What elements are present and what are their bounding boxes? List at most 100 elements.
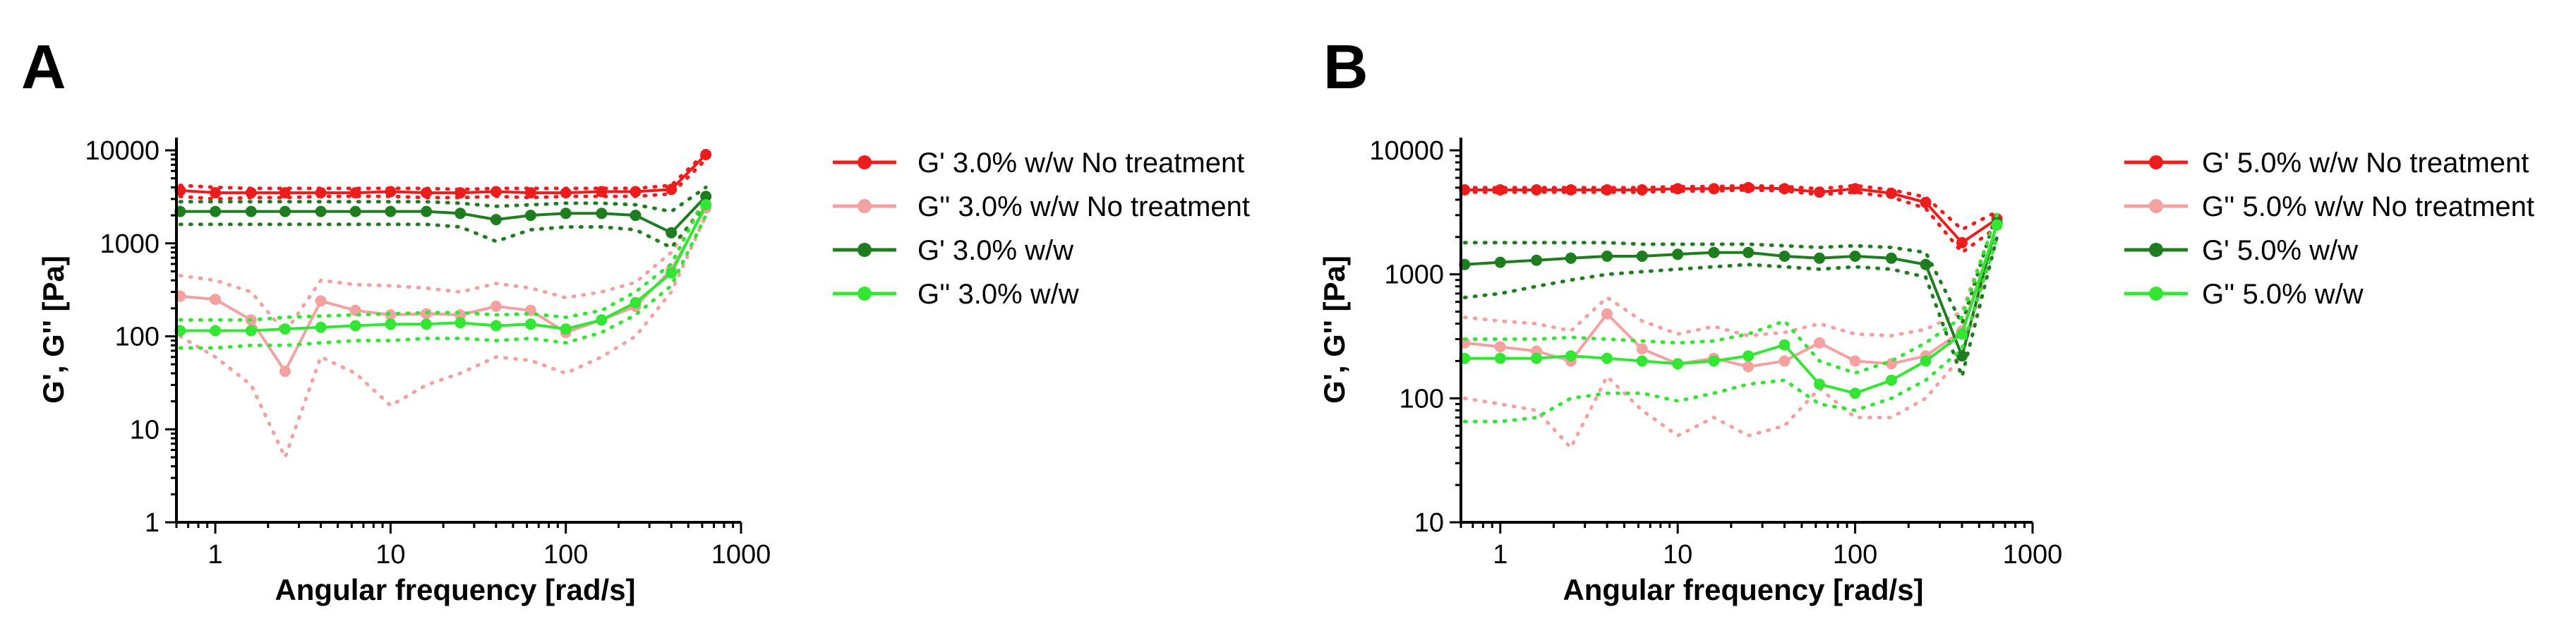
data-point xyxy=(1636,184,1648,196)
legend-item: G'' 3.0% w/w xyxy=(833,279,1079,310)
data-point xyxy=(1849,387,1861,399)
panel-letter-a: A xyxy=(21,32,66,102)
data-point xyxy=(349,187,361,199)
series-g-prime-3-0-w-w-no-treatment-upper-bound xyxy=(178,150,708,191)
series-g-double-prime-5-0-w-w-line xyxy=(1464,224,1999,395)
data-point xyxy=(596,186,608,198)
panel-a-x-ticks: 1 10 100 1000 xyxy=(175,522,771,570)
x-tick-label: 1 xyxy=(208,540,223,570)
series-g-double-prime-5-0-w-w xyxy=(1459,211,2003,423)
data-point xyxy=(385,309,397,321)
data-point xyxy=(1531,254,1543,266)
data-point xyxy=(279,366,291,378)
series-g-prime-3-0-w-w-no-treatment-line xyxy=(180,153,707,195)
x-tick-label: 1000 xyxy=(2003,540,2063,570)
data-point xyxy=(1814,378,1826,390)
legend-label-g-prime-3: G' 3.0% w/w xyxy=(917,235,1073,266)
data-point xyxy=(1565,350,1577,362)
data-point xyxy=(315,295,327,307)
data-point xyxy=(1601,352,1613,364)
data-point xyxy=(1708,246,1720,258)
series-g-double-prime-3-0-w-w-line xyxy=(180,204,707,332)
data-point xyxy=(524,210,536,222)
data-point xyxy=(1885,187,1897,199)
data-point xyxy=(1956,236,1968,248)
series-g-double-prime-3-0-w-w-no-treatment-lower-bound xyxy=(178,213,708,462)
panel-b-plot-area xyxy=(1459,181,2003,451)
series-g-double-prime-5-0-w-w-no-treatment xyxy=(1459,213,2003,451)
legend-item: G'' 5.0% w/w xyxy=(2124,279,2364,310)
series-g-double-prime-5-0-w-w-no-treatment-upper-bound xyxy=(1462,213,1999,338)
data-point xyxy=(1814,337,1826,349)
data-point xyxy=(490,186,502,198)
x-tick-label: 100 xyxy=(1833,540,1877,570)
legend-label-g-double-prime-3-no-treatment: G'' 3.0% w/w No treatment xyxy=(917,191,1250,222)
data-point xyxy=(666,227,678,239)
series-g-double-prime-5-0-w-w-lower-bound xyxy=(1462,235,1999,423)
data-point xyxy=(630,210,642,222)
data-point xyxy=(1743,181,1755,193)
series-g-double-prime-3-0-w-w xyxy=(174,194,712,350)
legend-marker-g-double-prime-5-no-treatment xyxy=(2149,199,2163,213)
data-point xyxy=(700,199,712,211)
legend-item: G'' 3.0% w/w No treatment xyxy=(833,191,1250,222)
data-point xyxy=(279,187,291,199)
data-point xyxy=(1601,308,1613,320)
legend-label-g-double-prime-5: G'' 5.0% w/w xyxy=(2202,279,2364,310)
data-point xyxy=(279,323,291,335)
panel-a-x-axis-title: Angular frequency [rad/s] xyxy=(275,573,635,606)
legend-marker-g-prime-5-no-treatment xyxy=(2149,155,2163,169)
data-point xyxy=(596,314,608,326)
data-point xyxy=(666,184,678,196)
data-point xyxy=(560,323,572,335)
x-tick-label: 10 xyxy=(1663,540,1692,570)
data-point xyxy=(666,267,678,279)
series-g-prime-5-0-w-w-no-treatment-upper-bound xyxy=(1462,184,1999,232)
legend-label-g-prime-5: G' 5.0% w/w xyxy=(2202,235,2358,266)
data-point xyxy=(385,205,397,217)
x-tick-label: 1 xyxy=(1493,540,1507,570)
legend-label-g-double-prime-5-no-treatment: G'' 5.0% w/w No treatment xyxy=(2202,191,2534,222)
data-point xyxy=(279,205,291,217)
data-point xyxy=(700,149,712,160)
data-point xyxy=(1814,252,1826,264)
data-point xyxy=(1814,186,1826,198)
y-tick-label: 10000 xyxy=(85,136,160,166)
data-point xyxy=(1601,184,1613,196)
y-tick-label: 100 xyxy=(115,323,160,352)
panel-b-x-axis-title: Angular frequency [rad/s] xyxy=(1563,573,1923,606)
data-point xyxy=(524,187,536,199)
data-point xyxy=(455,317,467,329)
legend-item: G'' 5.0% w/w No treatment xyxy=(2124,191,2534,222)
panel-a-legend: G' 3.0% w/w No treatment G'' 3.0% w/w No… xyxy=(833,148,1250,310)
data-point xyxy=(1920,258,1932,270)
data-point xyxy=(455,187,467,199)
y-tick-label: 10 xyxy=(1414,508,1444,538)
x-tick-label: 1000 xyxy=(711,540,771,570)
legend-marker-g-prime-3 xyxy=(857,243,872,257)
legend-marker-g-prime-5 xyxy=(2149,243,2163,257)
legend-label-g-double-prime-3: G'' 3.0% w/w xyxy=(917,279,1079,310)
legend-label-g-prime-3-no-treatment: G' 3.0% w/w No treatment xyxy=(917,148,1244,179)
data-point xyxy=(1778,251,1790,262)
data-point xyxy=(1956,350,1968,362)
legend-label-g-prime-5-no-treatment: G' 5.0% w/w No treatment xyxy=(2202,148,2529,179)
series-g-double-prime-5-0-w-w-no-treatment-line xyxy=(1464,224,1999,368)
data-point xyxy=(245,187,257,199)
data-point xyxy=(1531,184,1543,196)
data-point xyxy=(210,205,222,217)
series-g-double-prime-3-0-w-w-no-treatment-upper-bound xyxy=(178,197,708,336)
panel-b-legend: G' 5.0% w/w No treatment G'' 5.0% w/w No… xyxy=(2124,148,2534,310)
data-point xyxy=(1743,246,1755,258)
x-tick-label: 10 xyxy=(375,540,405,570)
data-point xyxy=(1531,352,1543,364)
panel-a: A 1 10 100 1000 10000 1 10 100 1000 Angular fre… xyxy=(21,32,1250,606)
data-point xyxy=(210,187,222,199)
series-g-prime-3-0-w-w xyxy=(174,185,712,250)
data-point xyxy=(210,325,222,337)
data-point xyxy=(1601,251,1613,262)
data-point xyxy=(1849,183,1861,195)
data-point xyxy=(245,325,257,337)
data-point xyxy=(490,214,502,226)
